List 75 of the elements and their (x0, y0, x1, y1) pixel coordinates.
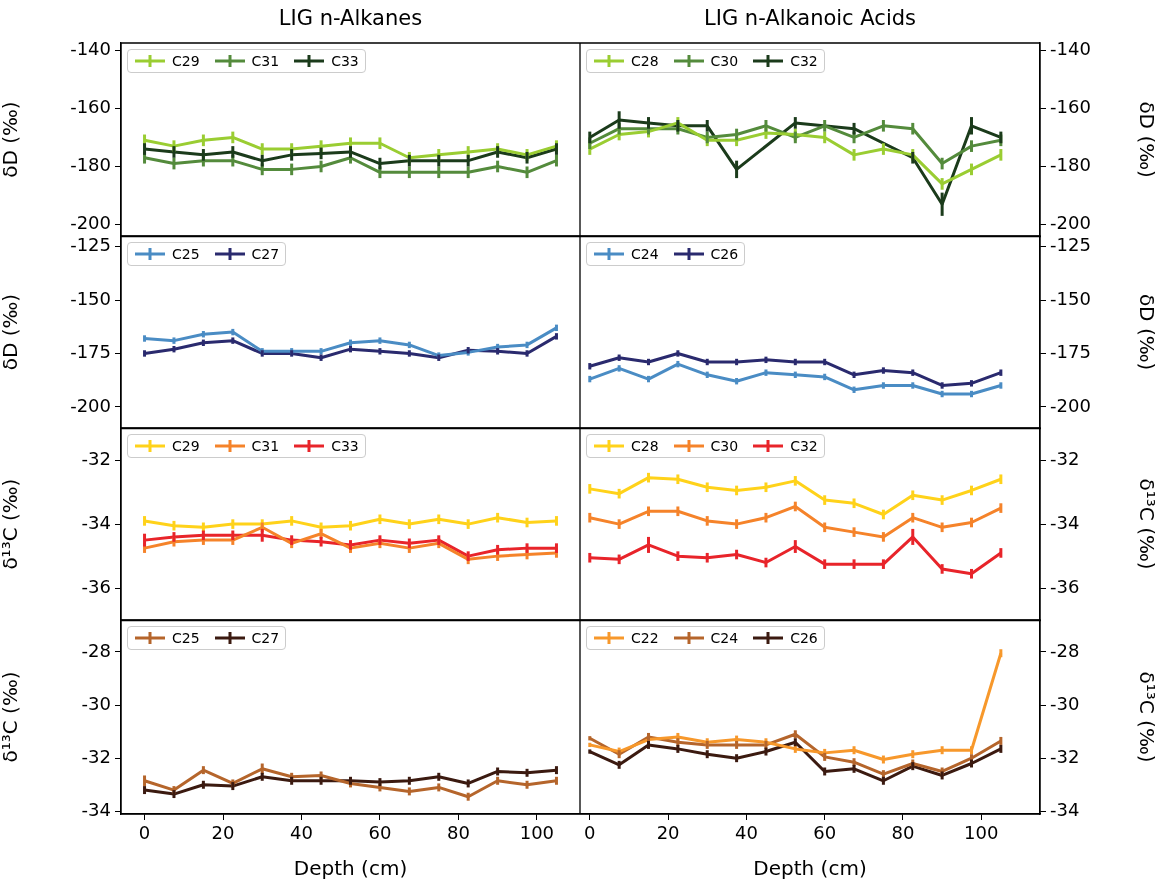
legend-label: C31 (251, 438, 280, 454)
y-tick-label: -140 (70, 37, 111, 59)
y-tick-label: -150 (70, 287, 111, 309)
y-tick-label: -200 (70, 212, 111, 234)
y-tick-label: -32 (81, 745, 111, 767)
x-tick-label: 60 (368, 822, 392, 844)
legend-label: C24 (631, 246, 659, 262)
legend-label: C30 (710, 438, 739, 454)
y-tick-label: -34 (81, 799, 111, 821)
x-tick-label: 20 (656, 822, 680, 844)
y-axis-title: δ¹³C (‰) (1134, 671, 1157, 763)
y-tick-label: -140 (1050, 37, 1091, 59)
y-axis-title: δD (‰) (0, 101, 23, 178)
legend-label: C26 (710, 246, 739, 262)
chart-title: LIG n-Alkanes (277, 6, 424, 30)
chart-title: LIG n-Alkanoic Acids (703, 6, 917, 30)
y-tick-label: -36 (81, 575, 111, 597)
legend-label: C26 (790, 630, 818, 646)
y-tick-label: -30 (1050, 692, 1080, 714)
legend-label: C24 (710, 630, 739, 646)
y-tick-label: -28 (81, 639, 111, 661)
x-tick-label: 40 (290, 822, 313, 844)
y-tick-label: -200 (1050, 212, 1091, 234)
y-tick-label: -28 (1050, 639, 1080, 661)
x-tick-label: 40 (734, 822, 758, 844)
y-axis-title: δD (‰) (1134, 101, 1157, 178)
legend-label: C33 (331, 438, 359, 454)
y-tick-label: -34 (81, 511, 111, 533)
x-tick-label: 20 (211, 822, 235, 844)
y-axis-title: δ¹³C (‰) (1134, 478, 1157, 570)
y-tick-label: -32 (81, 447, 111, 469)
y-axis-title: δ¹³C (‰) (0, 671, 23, 763)
y-tick-label: -160 (1050, 96, 1091, 118)
x-tick-label: 80 (446, 822, 470, 844)
x-tick-label: 0 (584, 822, 596, 844)
legend-label: C27 (251, 630, 280, 646)
x-tick-label: 80 (891, 822, 915, 844)
legend-label: C28 (631, 438, 659, 454)
y-tick-label: -160 (70, 96, 111, 118)
y-tick-label: -32 (1050, 447, 1080, 469)
legend-label: C33 (331, 53, 359, 69)
y-axis-title: δD (‰) (1134, 293, 1157, 371)
y-tick-label: -36 (1050, 575, 1080, 597)
y-tick-label: -175 (1050, 341, 1091, 363)
legend-label: C29 (172, 53, 200, 69)
y-tick-label: -30 (81, 692, 111, 714)
y-tick-label: -175 (70, 341, 111, 363)
x-tick-label: 100 (519, 822, 555, 844)
y-tick-label: -200 (70, 394, 111, 416)
legend-label: C30 (710, 53, 739, 69)
legend-label: C29 (172, 438, 200, 454)
y-tick-label: -200 (1050, 394, 1091, 416)
legend-label: C22 (631, 630, 659, 646)
y-tick-label: -34 (1050, 799, 1080, 821)
legend-label: C25 (172, 630, 200, 646)
y-tick-label: -180 (70, 154, 111, 176)
x-tick-label: 0 (138, 822, 151, 844)
legend-label: C31 (251, 53, 280, 69)
x-tick-label: 60 (813, 822, 837, 844)
legend-label: C27 (251, 246, 280, 262)
x-axis-title: Depth (cm) (293, 856, 408, 881)
legend-label: C32 (790, 438, 818, 454)
y-axis-title: δD (‰) (0, 293, 23, 371)
legend-label: C25 (172, 246, 200, 262)
y-tick-label: -150 (1050, 287, 1091, 309)
y-axis-title: δ¹³C (‰) (0, 478, 23, 570)
y-tick-label: -125 (70, 234, 111, 256)
y-tick-label: -32 (1050, 745, 1080, 767)
legend-label: C32 (790, 53, 818, 69)
y-tick-label: -125 (1050, 234, 1091, 256)
x-tick-label: 100 (964, 822, 999, 844)
y-tick-label: -180 (1050, 154, 1091, 176)
x-axis-title: Depth (cm) (753, 856, 867, 881)
y-tick-label: -34 (1050, 511, 1080, 533)
legend-label: C28 (631, 53, 659, 69)
